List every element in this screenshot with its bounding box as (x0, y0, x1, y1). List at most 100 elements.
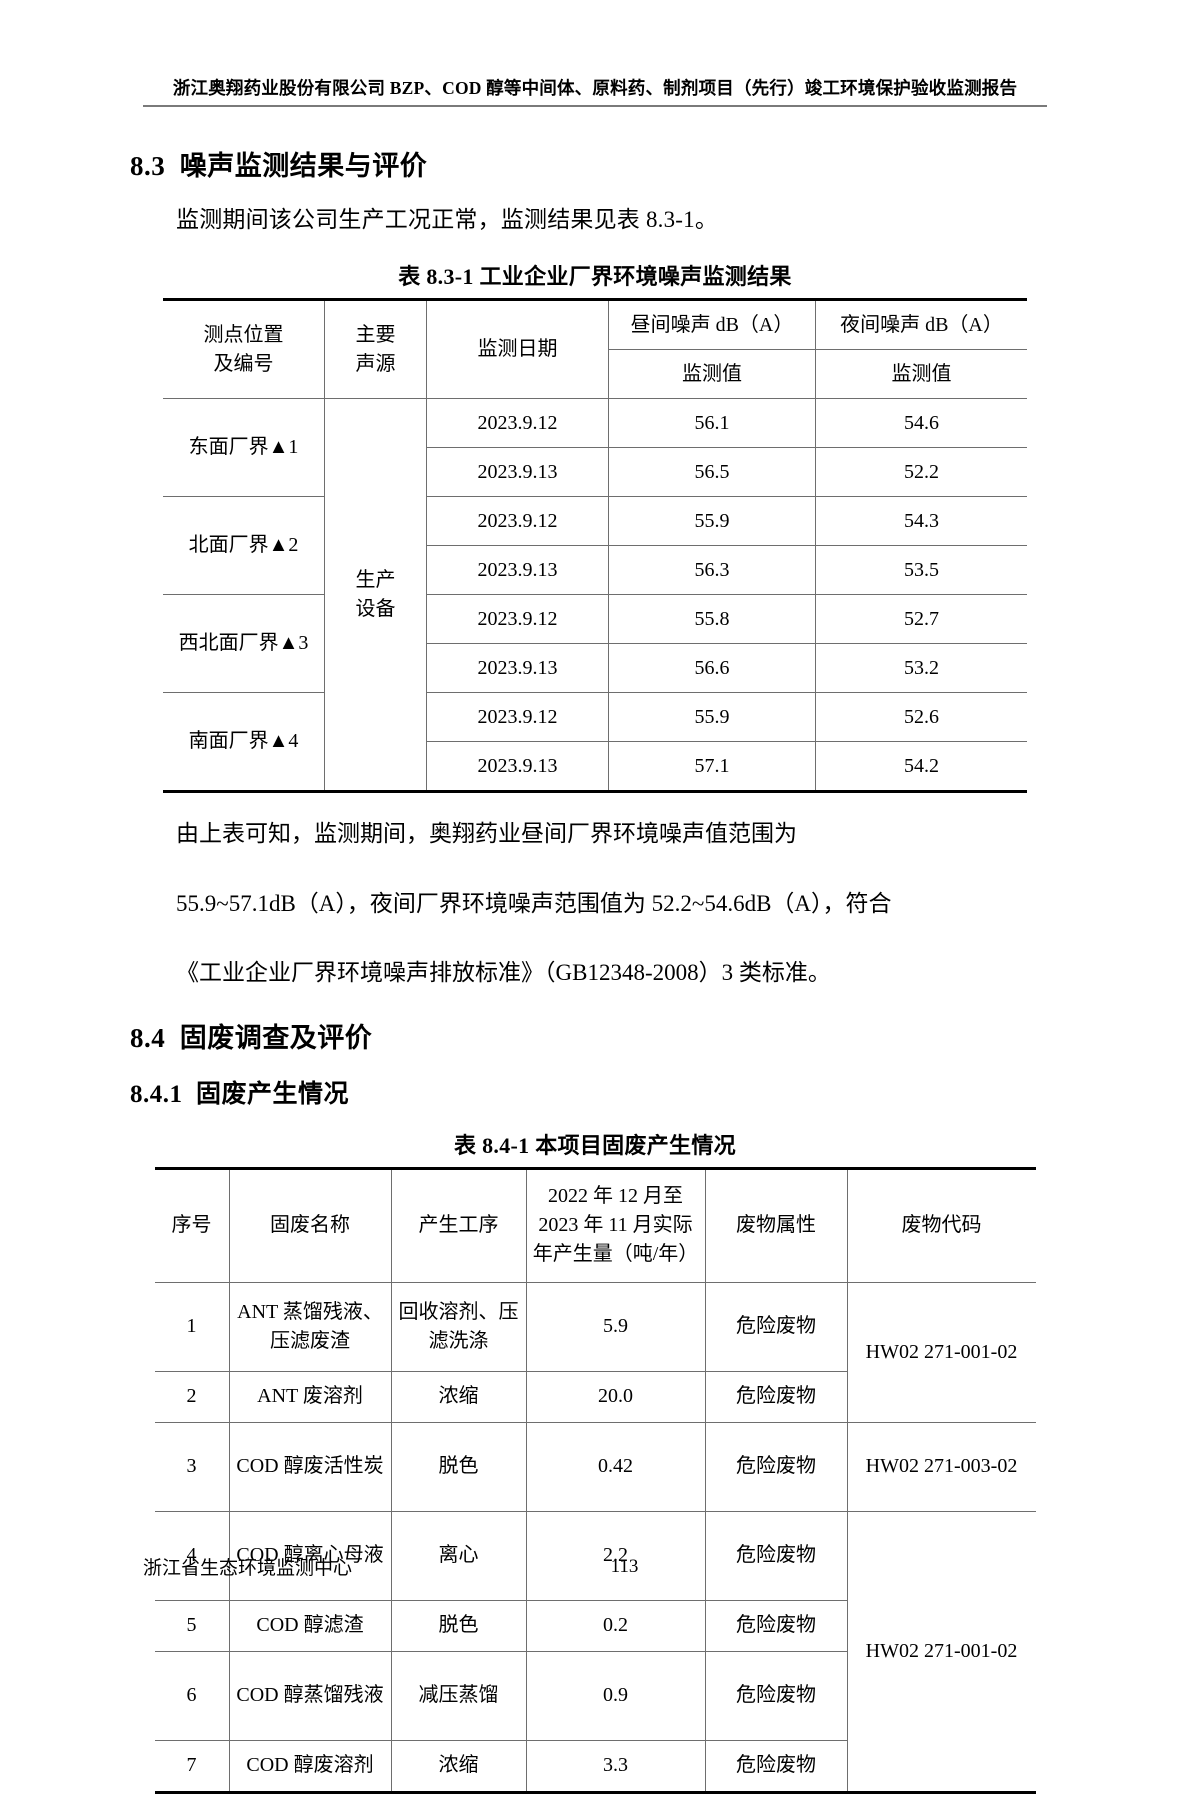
cell-no: 3 (154, 1421, 230, 1512)
table-header-row: 序号 固废名称 产生工序 2022 年 12 月至 2023 年 11 月实际 … (154, 1168, 1036, 1283)
cell-night: 54.2 (815, 741, 1027, 793)
section-title-8-4: 固废调查及评价 (179, 1022, 373, 1053)
section-title-8-3: 噪声监测结果与评价 (179, 151, 428, 181)
cell-amount: 0.2 (525, 1599, 706, 1652)
header-divider (143, 105, 1047, 107)
cell-night: 52.2 (815, 447, 1027, 498)
cell-waste-code: HW02 271-001-02 (846, 1281, 1036, 1423)
cell-process: 脱色 (390, 1421, 527, 1512)
cell-waste-name: COD 醇离心母液 (228, 1510, 392, 1601)
cell-amount: 3.3 (525, 1739, 706, 1793)
cell-waste-name: COD 醇废活性炭 (228, 1421, 392, 1512)
cell-day: 56.1 (608, 398, 816, 449)
table-subheader-row: 监测值 监测值 (163, 349, 1027, 400)
cell-no: 6 (154, 1650, 230, 1741)
paragraph-8-3-conclusion-line1: 由上表可知，监测期间，奥翔药业昼间厂界环境噪声值范围为 (176, 821, 797, 847)
table-row: 5 COD 醇滤渣 脱色 0.2 危险废物 (154, 1599, 1036, 1652)
table-row: 东面厂界▲1 生产 设备 2023.9.12 56.1 54.6 (163, 398, 1027, 793)
cell-day: 55.9 (608, 692, 816, 743)
cell-date: 2023.9.12 (426, 398, 609, 449)
cell-day: 55.9 (608, 496, 816, 547)
noise-monitoring-table: 测点位置 及编号 主要 声源 监测日期 昼间噪声 dB（A） 夜间噪声 dB（A… (163, 298, 1027, 794)
cell-process: 脱色 (390, 1599, 527, 1652)
cell-amount: 0.42 (525, 1421, 706, 1512)
running-header: 浙江奥翔药业股份有限公司 BZP、COD 醇等中间体、原料药、制剂项目（先行）竣… (143, 78, 1047, 107)
cell-process: 浓缩 (390, 1739, 527, 1793)
cell-location: 南面厂界▲4 (163, 692, 325, 793)
cell-date: 2023.9.13 (426, 741, 609, 793)
cell-date: 2023.9.13 (426, 545, 609, 596)
section-title-8-4-1: 固废产生情况 (196, 1081, 350, 1109)
cell-no: 4 (154, 1510, 230, 1601)
cell-location: 北面厂界▲2 (163, 496, 325, 596)
cell-amount: 20.0 (525, 1370, 706, 1423)
cell-process: 浓缩 (390, 1370, 527, 1423)
section-number-8-4: 8.4 (130, 1022, 166, 1053)
cell-property: 危险废物 (704, 1370, 848, 1423)
paragraph-8-3-intro: 监测期间该公司生产工况正常，监测结果见表 8.3-1。 (176, 207, 719, 233)
cell-night: 53.2 (815, 643, 1027, 694)
section-heading-8-4-1: 8.4.1 固废产生情况 (130, 1078, 1060, 1112)
cell-date: 2023.9.13 (426, 643, 609, 694)
table-row: 北面厂界▲2 2023.9.12 55.9 54.3 (163, 496, 1027, 596)
cell-night: 54.3 (815, 496, 1027, 547)
table-row: 2023.9.13 56.6 53.2 (163, 643, 1027, 694)
footer-page-number: 113 (610, 1555, 639, 1577)
table-row: 2 ANT 废溶剂 浓缩 20.0 危险废物 (154, 1370, 1036, 1423)
cell-amount: 2.2 (525, 1510, 706, 1601)
solid-waste-table: 序号 固废名称 产生工序 2022 年 12 月至 2023 年 11 月实际 … (154, 1166, 1036, 1794)
cell-waste-name: COD 醇废溶剂 (228, 1739, 392, 1793)
cell-day: 57.1 (608, 741, 816, 793)
cell-waste-name: COD 醇滤渣 (228, 1599, 392, 1652)
cell-no: 1 (154, 1281, 230, 1372)
cell-process: 减压蒸馏 (390, 1650, 527, 1741)
header-waste-property: 废物属性 (704, 1168, 848, 1283)
cell-night: 52.6 (815, 692, 1027, 743)
header-waste-name: 固废名称 (228, 1168, 392, 1283)
header-night-value: 监测值 (815, 349, 1027, 400)
cell-amount: 5.9 (525, 1281, 706, 1372)
table-row: 西北面厂界▲3 2023.9.12 55.8 52.7 (163, 594, 1027, 694)
cell-property: 危险废物 (704, 1281, 848, 1372)
cell-amount: 0.9 (525, 1650, 706, 1741)
cell-night: 54.6 (815, 398, 1027, 449)
section-heading-8-3: 8.3 噪声监测结果与评价 (130, 148, 1060, 184)
cell-waste-name: ANT 废溶剂 (228, 1370, 392, 1423)
cell-property: 危险废物 (704, 1650, 848, 1741)
cell-day: 56.3 (608, 545, 816, 596)
cell-process: 回收溶剂、压滤洗涤 (390, 1281, 527, 1372)
table-row: 南面厂界▲4 2023.9.12 55.9 52.6 (163, 692, 1027, 793)
page-footer: 浙江省生态环境监测中心 113 (143, 1553, 1047, 1580)
header-process: 产生工序 (390, 1168, 527, 1283)
cell-date: 2023.9.12 (426, 692, 609, 743)
header-day-value: 监测值 (608, 349, 816, 400)
table-row: 3 COD 醇废活性炭 脱色 0.42 危险废物 HW02 271-003-02 (154, 1421, 1036, 1512)
table-row: 2023.9.13 57.1 54.2 (163, 741, 1027, 793)
table-header-row: 测点位置 及编号 主要 声源 监测日期 昼间噪声 dB（A） 夜间噪声 dB（A… (163, 299, 1027, 400)
cell-property: 危险废物 (704, 1739, 848, 1793)
document-page: 浙江奥翔药业股份有限公司 BZP、COD 醇等中间体、原料药、制剂项目（先行）竣… (130, 78, 1060, 1794)
footer-organization: 浙江省生态环境监测中心 (143, 1558, 353, 1579)
section-number-8-3: 8.3 (130, 151, 166, 181)
header-no: 序号 (154, 1168, 230, 1283)
cell-process: 离心 (390, 1510, 527, 1601)
table-caption-8-4-1: 表 8.4-1 本项目固废产生情况 (454, 1132, 736, 1158)
header-source: 主要 声源 (324, 299, 427, 400)
cell-source: 生产 设备 (324, 398, 427, 793)
cell-night: 53.5 (815, 545, 1027, 596)
header-waste-code: 废物代码 (846, 1168, 1036, 1283)
section-number-8-4-1: 8.4.1 (130, 1081, 183, 1109)
cell-day: 55.8 (608, 594, 816, 645)
cell-property: 危险废物 (704, 1599, 848, 1652)
cell-no: 5 (154, 1599, 230, 1652)
header-annual-amount: 2022 年 12 月至 2023 年 11 月实际 年产生量（吨/年） (525, 1168, 706, 1283)
cell-waste-name: ANT 蒸馏残液、压滤废渣 (228, 1281, 392, 1372)
cell-no: 7 (154, 1739, 230, 1793)
running-header-title: 浙江奥翔药业股份有限公司 BZP、COD 醇等中间体、原料药、制剂项目（先行）竣… (172, 78, 1018, 98)
cell-day: 56.5 (608, 447, 816, 498)
cell-property: 危险废物 (704, 1421, 848, 1512)
cell-date: 2023.9.12 (426, 594, 609, 645)
cell-date: 2023.9.13 (426, 447, 609, 498)
paragraph-8-3-conclusion-line3: 《工业企业厂界环境噪声排放标准》（GB12348-2008）3 类标准。 (176, 960, 831, 986)
table-row: 1 ANT 蒸馏残液、压滤废渣 回收溶剂、压滤洗涤 5.9 危险废物 HW02 … (154, 1281, 1036, 1423)
